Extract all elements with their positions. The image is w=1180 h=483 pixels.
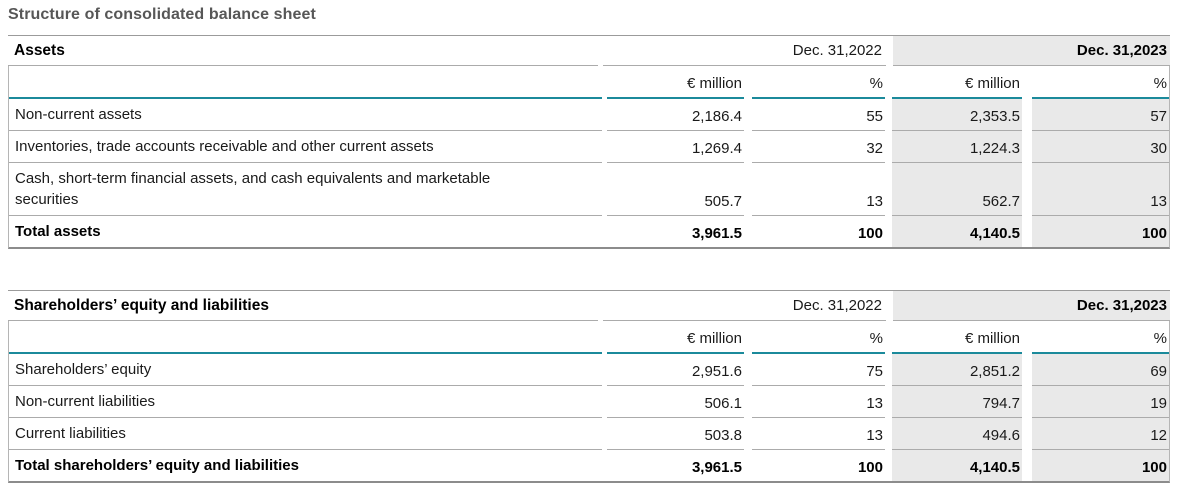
value-percent-2023: 57 (1032, 99, 1169, 131)
value-percent-2023: 100 (1032, 450, 1169, 481)
value-eur-million-2023: 794.7 (892, 386, 1022, 418)
subheader-label-spacer (9, 321, 602, 354)
row-label: Cash, short-term financial assets, and c… (9, 163, 602, 216)
balance-sheet-table: Shareholders’ equity and liabilities Dec… (8, 290, 1170, 483)
value-eur-million-2022: 503.8 (607, 418, 744, 450)
subheader-row: € million % € million % (9, 66, 1169, 99)
table-row: Non-current assets 2,186.4 55 2,353.5 57 (9, 99, 1169, 131)
section-title: Assets (8, 36, 598, 66)
value-eur-million-2023: 562.7 (892, 163, 1022, 216)
value-eur-million-2022: 2,951.6 (607, 354, 744, 386)
value-eur-million-2023: 2,353.5 (892, 99, 1022, 131)
page-title: Structure of consolidated balance sheet (8, 6, 316, 23)
tables-container: Assets Dec. 31,2022 Dec. 31,2023 € milli… (8, 35, 1170, 483)
value-percent-2022: 75 (752, 354, 885, 386)
value-eur-million-2022: 2,186.4 (607, 99, 744, 131)
value-percent-2023: 12 (1032, 418, 1169, 450)
value-percent-2023: 30 (1032, 131, 1169, 163)
subheader-eur-million-2023: € million (892, 321, 1022, 354)
column-header-2022: Dec. 31,2022 (603, 291, 886, 321)
table-row: Inventories, trade accounts receivable a… (9, 131, 1169, 163)
value-percent-2023: 19 (1032, 386, 1169, 418)
value-eur-million-2022: 3,961.5 (691, 459, 742, 476)
table-header-row: Shareholders’ equity and liabilities Dec… (8, 290, 1170, 321)
row-label: Shareholders’ equity (9, 354, 602, 386)
subheader-percent-2022: % (752, 66, 885, 99)
row-label: Non-current liabilities (9, 386, 602, 418)
subheader-percent-2022: % (752, 321, 885, 354)
value-eur-million-2022: 3,961.5 (691, 225, 742, 242)
column-header-2023: Dec. 31,2023 (893, 291, 1170, 321)
value-eur-million-2023: 1,224.3 (892, 131, 1022, 163)
table-row: Shareholders’ equity 2,951.6 75 2,851.2 … (9, 354, 1169, 386)
table-body: € million % € million % Non-current asse… (8, 66, 1170, 249)
table-header-row: Assets Dec. 31,2022 Dec. 31,2023 (8, 35, 1170, 66)
balance-sheet-table: Assets Dec. 31,2022 Dec. 31,2023 € milli… (8, 35, 1170, 249)
row-label: Non-current assets (9, 99, 602, 131)
row-label-text: Inventories, trade accounts receivable a… (15, 138, 434, 155)
row-label-text: Non-current liabilities (15, 393, 156, 410)
value-percent-2022: 13 (752, 386, 885, 418)
table-row: Non-current liabilities 506.1 13 794.7 1… (9, 386, 1169, 418)
row-label-text: Shareholders’ equity (15, 361, 152, 378)
column-header-2022: Dec. 31,2022 (603, 36, 886, 66)
value-eur-million-2022: 506.1 (607, 386, 744, 418)
value-eur-million-2023: 2,851.2 (892, 354, 1022, 386)
table-row: Cash, short-term financial assets, and c… (9, 163, 1169, 216)
value-eur-million-2023: 4,140.5 (892, 216, 1022, 247)
row-label-text: Cash, short-term financial assets, and c… (15, 170, 491, 208)
value-percent-2022: 55 (752, 99, 885, 131)
value-percent-2022: 100 (857, 225, 883, 242)
value-eur-million-2023: 4,140.5 (892, 450, 1022, 481)
value-percent-2023: 100 (1032, 216, 1169, 247)
subheader-eur-million-2022: € million (607, 66, 744, 99)
table-row: Current liabilities 503.8 13 494.6 12 (9, 418, 1169, 450)
subheader-row: € million % € million % (9, 321, 1169, 354)
row-label-text: Total assets (15, 223, 101, 240)
column-header-2023: Dec. 31,2023 (893, 36, 1170, 66)
value-percent-2022: 32 (752, 131, 885, 163)
value-eur-million-2023: 494.6 (892, 418, 1022, 450)
value-percent-2022: 13 (752, 418, 885, 450)
subheader-percent-2023: % (1032, 66, 1169, 99)
table-body: € million % € million % Shareholders’ eq… (8, 321, 1170, 483)
row-label-text: Non-current assets (15, 106, 142, 123)
row-label: Total shareholders’ equity and liabiliti… (9, 450, 602, 481)
value-eur-million-2022: 1,269.4 (607, 131, 744, 163)
table-row: Total assets 3,961.5 100 4,140.5 100 (9, 216, 1169, 247)
row-label: Total assets (9, 216, 602, 247)
row-label: Current liabilities (9, 418, 602, 450)
subheader-eur-million-2023: € million (892, 66, 1022, 99)
value-percent-2023: 69 (1032, 354, 1169, 386)
section-title: Shareholders’ equity and liabilities (8, 291, 598, 321)
subheader-label-spacer (9, 66, 602, 99)
table-row: Total shareholders’ equity and liabiliti… (9, 450, 1169, 481)
row-label: Inventories, trade accounts receivable a… (9, 131, 602, 163)
value-eur-million-2022: 505.7 (607, 163, 744, 216)
value-percent-2022: 100 (857, 459, 883, 476)
row-label-text: Total shareholders’ equity and liabiliti… (15, 457, 299, 474)
value-percent-2022: 13 (752, 163, 885, 216)
value-percent-2023: 13 (1032, 163, 1169, 216)
subheader-eur-million-2022: € million (607, 321, 744, 354)
subheader-percent-2023: % (1032, 321, 1169, 354)
row-label-text: Current liabilities (15, 425, 126, 442)
